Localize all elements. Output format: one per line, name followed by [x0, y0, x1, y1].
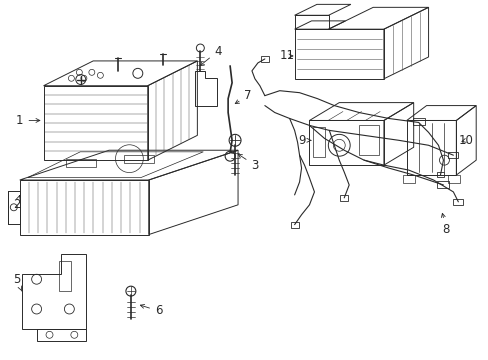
Text: 1: 1: [16, 114, 40, 127]
Text: 4: 4: [200, 45, 222, 66]
Bar: [437, 181, 448, 188]
Bar: [340, 195, 347, 201]
Text: 6: 6: [140, 305, 162, 318]
Text: 10: 10: [458, 134, 473, 147]
Text: 8: 8: [441, 213, 449, 236]
Bar: [290, 222, 298, 228]
Text: 11: 11: [280, 49, 295, 63]
Bar: [436, 172, 444, 177]
Text: 7: 7: [235, 89, 251, 104]
Text: 2: 2: [13, 195, 20, 211]
Bar: [260, 56, 268, 62]
Bar: [447, 152, 457, 158]
Text: 5: 5: [13, 273, 21, 291]
Text: 9: 9: [297, 134, 310, 147]
Text: 3: 3: [238, 154, 258, 172]
Bar: [412, 118, 424, 125]
Bar: [452, 199, 462, 205]
